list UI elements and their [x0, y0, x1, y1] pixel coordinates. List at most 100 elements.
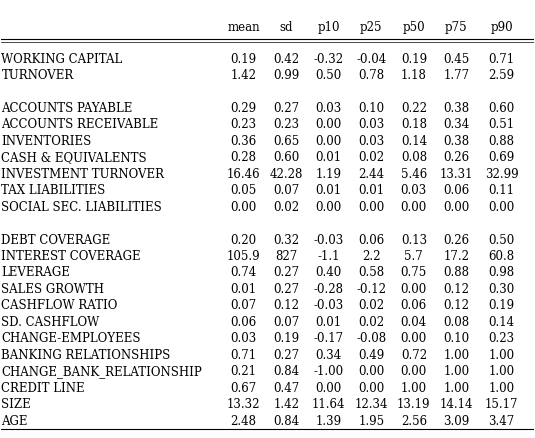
Text: p75: p75	[445, 21, 468, 34]
Text: 0.28: 0.28	[231, 151, 257, 164]
Text: 1.18: 1.18	[401, 69, 427, 82]
Text: 0.06: 0.06	[231, 315, 257, 328]
Text: 0.02: 0.02	[358, 315, 384, 328]
Text: 1.00: 1.00	[401, 381, 427, 394]
Text: 0.30: 0.30	[488, 283, 515, 295]
Text: TURNOVER: TURNOVER	[2, 69, 74, 82]
Text: 1.00: 1.00	[488, 381, 515, 394]
Text: 0.07: 0.07	[273, 315, 299, 328]
Text: 0.08: 0.08	[444, 315, 470, 328]
Text: -0.17: -0.17	[314, 332, 344, 345]
Text: 0.99: 0.99	[273, 69, 299, 82]
Text: 1.00: 1.00	[444, 364, 470, 378]
Text: 0.07: 0.07	[231, 299, 257, 312]
Text: -0.12: -0.12	[356, 283, 386, 295]
Text: 0.50: 0.50	[488, 233, 515, 246]
Text: 0.84: 0.84	[273, 414, 299, 427]
Text: 1.00: 1.00	[488, 364, 515, 378]
Text: 14.14: 14.14	[440, 397, 473, 410]
Text: 0.29: 0.29	[231, 102, 257, 115]
Text: 5.7: 5.7	[404, 250, 423, 262]
Text: 0.40: 0.40	[316, 266, 342, 279]
Text: INVENTORIES: INVENTORIES	[2, 134, 91, 148]
Text: 0.50: 0.50	[316, 69, 342, 82]
Text: 42.28: 42.28	[270, 167, 303, 180]
Text: 0.27: 0.27	[273, 348, 299, 361]
Text: 0.00: 0.00	[316, 118, 342, 131]
Text: SD. CASHFLOW: SD. CASHFLOW	[2, 315, 100, 328]
Text: 0.14: 0.14	[401, 134, 427, 148]
Text: ACCOUNTS RECEIVABLE: ACCOUNTS RECEIVABLE	[2, 118, 159, 131]
Text: 11.64: 11.64	[312, 397, 346, 410]
Text: 0.51: 0.51	[488, 118, 515, 131]
Text: 0.14: 0.14	[488, 315, 515, 328]
Text: 0.00: 0.00	[401, 200, 427, 213]
Text: BANKING RELATIONSHIPS: BANKING RELATIONSHIPS	[2, 348, 171, 361]
Text: LEVERAGE: LEVERAGE	[2, 266, 70, 279]
Text: 0.88: 0.88	[444, 266, 469, 279]
Text: 13.19: 13.19	[397, 397, 431, 410]
Text: 0.32: 0.32	[273, 233, 299, 246]
Text: 0.26: 0.26	[444, 151, 470, 164]
Text: 0.23: 0.23	[231, 118, 257, 131]
Text: 0.38: 0.38	[444, 102, 470, 115]
Text: 0.71: 0.71	[488, 53, 515, 65]
Text: 3.09: 3.09	[444, 414, 470, 427]
Text: 12.34: 12.34	[355, 397, 388, 410]
Text: 0.98: 0.98	[488, 266, 515, 279]
Text: 5.46: 5.46	[401, 167, 427, 180]
Text: 0.08: 0.08	[401, 151, 427, 164]
Text: 0.00: 0.00	[316, 381, 342, 394]
Text: SIZE: SIZE	[2, 397, 31, 410]
Text: 0.58: 0.58	[358, 266, 384, 279]
Text: 0.01: 0.01	[316, 151, 342, 164]
Text: 0.42: 0.42	[273, 53, 299, 65]
Text: 0.69: 0.69	[488, 151, 515, 164]
Text: 0.06: 0.06	[444, 184, 470, 197]
Text: 0.00: 0.00	[358, 200, 385, 213]
Text: 0.22: 0.22	[401, 102, 427, 115]
Text: 0.34: 0.34	[316, 348, 342, 361]
Text: 0.02: 0.02	[358, 151, 384, 164]
Text: 1.00: 1.00	[444, 348, 470, 361]
Text: 2.44: 2.44	[358, 167, 384, 180]
Text: mean: mean	[227, 21, 260, 34]
Text: -0.28: -0.28	[314, 283, 343, 295]
Text: 0.01: 0.01	[231, 283, 257, 295]
Text: -0.03: -0.03	[314, 299, 344, 312]
Text: 13.32: 13.32	[227, 397, 261, 410]
Text: p10: p10	[317, 21, 340, 34]
Text: 13.31: 13.31	[440, 167, 473, 180]
Text: 0.19: 0.19	[273, 332, 299, 345]
Text: WORKING CAPITAL: WORKING CAPITAL	[2, 53, 123, 65]
Text: 0.01: 0.01	[316, 315, 342, 328]
Text: 0.74: 0.74	[231, 266, 257, 279]
Text: 0.49: 0.49	[358, 348, 385, 361]
Text: 0.60: 0.60	[488, 102, 515, 115]
Text: 1.00: 1.00	[444, 381, 470, 394]
Text: 3.47: 3.47	[488, 414, 515, 427]
Text: 0.06: 0.06	[358, 233, 385, 246]
Text: p90: p90	[491, 21, 513, 34]
Text: 0.67: 0.67	[231, 381, 257, 394]
Text: 0.02: 0.02	[358, 299, 384, 312]
Text: 0.12: 0.12	[444, 283, 469, 295]
Text: 827: 827	[275, 250, 297, 262]
Text: 0.00: 0.00	[444, 200, 470, 213]
Text: 0.12: 0.12	[273, 299, 299, 312]
Text: CREDIT LINE: CREDIT LINE	[2, 381, 85, 394]
Text: -0.04: -0.04	[356, 53, 386, 65]
Text: 0.34: 0.34	[444, 118, 470, 131]
Text: 0.88: 0.88	[488, 134, 515, 148]
Text: 0.03: 0.03	[231, 332, 257, 345]
Text: CASHFLOW RATIO: CASHFLOW RATIO	[2, 299, 118, 312]
Text: 2.48: 2.48	[231, 414, 257, 427]
Text: 0.00: 0.00	[316, 134, 342, 148]
Text: 0.13: 0.13	[401, 233, 427, 246]
Text: AGE: AGE	[2, 414, 28, 427]
Text: ACCOUNTS PAYABLE: ACCOUNTS PAYABLE	[2, 102, 133, 115]
Text: CHANGE-EMPLOYEES: CHANGE-EMPLOYEES	[2, 332, 141, 345]
Text: 0.71: 0.71	[231, 348, 257, 361]
Text: 0.19: 0.19	[401, 53, 427, 65]
Text: 0.12: 0.12	[444, 299, 469, 312]
